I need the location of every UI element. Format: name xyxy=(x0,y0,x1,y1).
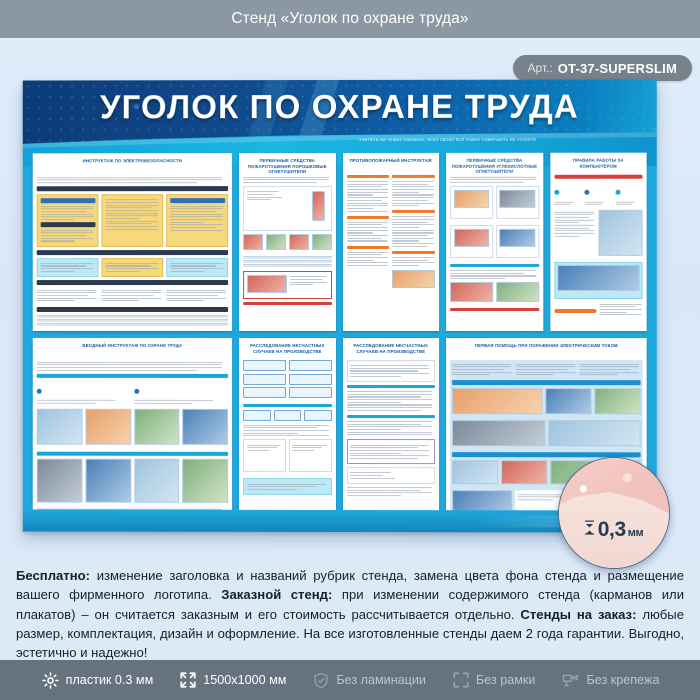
poster-accident-investigation-2[interactable]: РАССЛЕДОВАНИЕ НЕСЧАСТНЫХ СЛУЧАЕВ НА ПРОИ… xyxy=(342,338,440,517)
spec-bar: пластик 0.3 мм 1500x1000 мм Без ламинаци… xyxy=(0,660,700,700)
material-curl xyxy=(559,491,669,568)
description-text: Бесплатно: изменение заголовка и названи… xyxy=(16,566,684,662)
thickness-value: 0,3 xyxy=(597,518,626,541)
spec-material-label: пластик 0.3 мм xyxy=(65,673,154,687)
spec-size: 1500x1000 мм xyxy=(166,671,299,689)
poster-body xyxy=(450,175,539,327)
shield-icon xyxy=(312,671,330,690)
spec-lamination-label: Без ламинации xyxy=(336,673,426,687)
poster-title: РАССЛЕДОВАНИЕ НЕСЧАСТНЫХ СЛУЧАЕВ НА ПРОИ… xyxy=(250,342,325,354)
page-title: Стенд «Уголок по охране труда» xyxy=(231,10,469,27)
poster-title: ПЕРВАЯ ПОМОЩЬ ПРИ ПОРАЖЕНИИ ЭЛЕКТРИЧЕСКИ… xyxy=(474,343,618,349)
desc-text-3: любые размер, комплектация, дизайн и офо… xyxy=(16,606,684,661)
poster-body xyxy=(243,359,332,512)
article-badge: Арт.: OT-37-SUPERSLIM xyxy=(513,55,692,81)
poster-title: ПРАВИЛА РАБОТЫ ЗА КОМПЬЮТЕРОМ xyxy=(572,157,624,169)
desc-label-free: Бесплатно: xyxy=(16,568,90,583)
spec-mounting: Без крепежа xyxy=(548,671,672,690)
thickness-label: 0,3 мм xyxy=(559,518,669,542)
poster-title: ПРОТИВОПОЖАРНЫЙ ИНСТРУКТАЖ xyxy=(349,157,432,163)
thickness-badge: 0,3 мм xyxy=(558,457,670,569)
poster-accident-investigation-1[interactable]: РАССЛЕДОВАНИЕ НЕСЧАСТНЫХ СЛУЧАЕВ НА ПРОИ… xyxy=(239,337,336,516)
stand-title: УГОЛОК ПО ОХРАНЕ ТРУДА xyxy=(99,87,579,126)
spec-size-label: 1500x1000 мм xyxy=(203,673,287,687)
desc-label-order: Стенды на заказ: xyxy=(520,606,637,622)
spec-lamination: Без ламинации xyxy=(299,671,439,690)
drill-icon xyxy=(561,671,580,690)
poster-body xyxy=(346,174,436,327)
poster-co2-extinguishers[interactable]: ПЕРВИЧНЫЕ СРЕДСТВА ПОЖАРОТУШЕНИЯ УГЛЕКИС… xyxy=(446,152,543,332)
poster-grid: ИНСТРУКТАЖ ПО ЭЛЕКТРОБЕЗОПАСНОСТИ xyxy=(32,152,647,533)
poster-computer-rules[interactable]: ПРАВИЛА РАБОТЫ ЗА КОМПЬЮТЕРОМ xyxy=(549,152,647,332)
resize-icon xyxy=(179,671,197,689)
spec-material: пластик 0.3 мм xyxy=(28,671,167,690)
poster-body xyxy=(36,360,229,512)
gear-icon xyxy=(41,671,60,690)
poster-electro-safety[interactable]: ИНСТРУКТАЖ ПО ЭЛЕКТРОБЕЗОПАСНОСТИ xyxy=(32,153,233,331)
article-label: Арт.: xyxy=(527,61,553,75)
poster-title: ИНСТРУКТАЖ ПО ЭЛЕКТРОБЕЗОПАСНОСТИ xyxy=(82,158,183,164)
poster-fire-briefing[interactable]: ПРОТИВОПОЖАРНЫЙ ИНСТРУКТАЖ xyxy=(342,152,440,332)
thickness-unit: мм xyxy=(627,527,644,539)
spec-mounting-label: Без крепежа xyxy=(586,673,660,687)
spec-frame: Без рамки xyxy=(439,671,548,689)
poster-powder-extinguishers[interactable]: ПЕРВИЧНЫЕ СРЕДСТВА ПОЖАРОТУШЕНИЯ ПОРОШКО… xyxy=(239,153,336,331)
poster-title: РАССЛЕДОВАНИЕ НЕСЧАСТНЫХ СЛУЧАЕВ НА ПРОИ… xyxy=(353,343,429,354)
poster-title: ВВОДНЫЙ ИНСТРУКТАЖ ПО ОХРАНЕ ТРУДА xyxy=(82,342,183,348)
poster-body xyxy=(36,175,229,327)
desc-text-2: при изменении содержимого стенда (карман… xyxy=(16,587,685,622)
article-value: OT-37-SUPERSLIM xyxy=(557,60,677,76)
thickness-arrow-icon xyxy=(584,517,594,535)
stand-tagline: УЧИТЕСЬ НА ЧУЖИХ ОШИБКАХ, ВСЕХ СВОИХ ВСЁ… xyxy=(359,137,537,142)
top-title-bar: Стенд «Уголок по охране труда» xyxy=(0,0,700,38)
frame-icon xyxy=(452,671,470,689)
poster-body xyxy=(346,360,436,512)
spec-frame-label: Без рамки xyxy=(475,673,536,687)
poster-intro-briefing[interactable]: ВВОДНЫЙ ИНСТРУКТАЖ ПО ОХРАНЕ ТРУДА xyxy=(32,337,233,516)
poster-body xyxy=(243,175,332,327)
desc-text-1: изменение заголовка и названий рубрик ст… xyxy=(16,568,684,603)
desc-label-custom: Заказной стенд: xyxy=(221,587,333,603)
poster-body xyxy=(553,174,643,328)
